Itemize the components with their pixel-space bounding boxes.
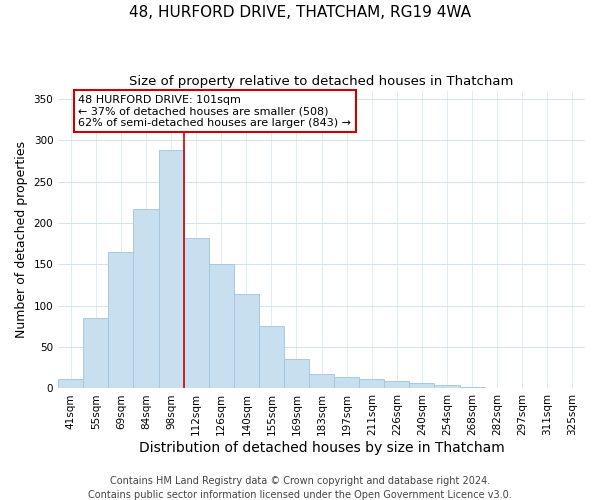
Text: Contains HM Land Registry data © Crown copyright and database right 2024.
Contai: Contains HM Land Registry data © Crown c… <box>88 476 512 500</box>
Bar <box>359 378 385 388</box>
Bar <box>434 385 460 388</box>
Bar <box>58 378 83 388</box>
Bar <box>284 360 309 388</box>
Bar <box>209 264 234 388</box>
Bar <box>158 150 184 388</box>
Text: 48 HURFORD DRIVE: 101sqm
← 37% of detached houses are smaller (508)
62% of semi-: 48 HURFORD DRIVE: 101sqm ← 37% of detach… <box>78 94 351 128</box>
Bar <box>83 318 109 388</box>
Bar <box>385 381 409 388</box>
X-axis label: Distribution of detached houses by size in Thatcham: Distribution of detached houses by size … <box>139 441 505 455</box>
Bar <box>460 387 485 388</box>
Bar <box>133 209 158 388</box>
Bar <box>334 377 359 388</box>
Bar <box>259 326 284 388</box>
Title: Size of property relative to detached houses in Thatcham: Size of property relative to detached ho… <box>130 75 514 88</box>
Bar <box>234 294 259 388</box>
Bar <box>109 252 133 388</box>
Y-axis label: Number of detached properties: Number of detached properties <box>15 141 28 338</box>
Text: 48, HURFORD DRIVE, THATCHAM, RG19 4WA: 48, HURFORD DRIVE, THATCHAM, RG19 4WA <box>129 5 471 20</box>
Bar <box>184 238 209 388</box>
Bar <box>409 384 434 388</box>
Bar <box>309 374 334 388</box>
